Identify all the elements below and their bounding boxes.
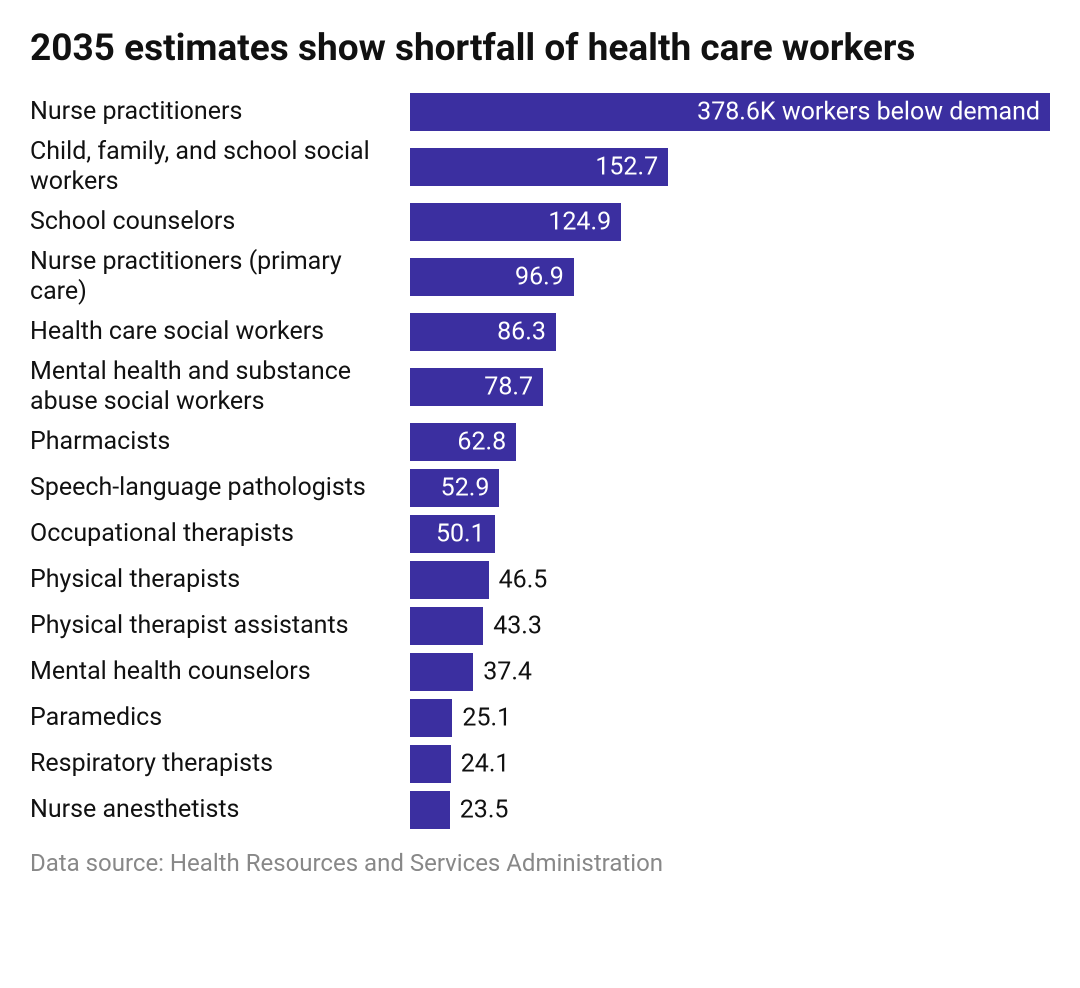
bar-area: 37.4 [410,651,1050,693]
table-row: Health care social workers 86.3 [30,311,1050,353]
bar: 86.3 [410,313,556,351]
value-label: 378.6K workers below demand [697,97,1040,126]
table-row: Nurse practitioners (primary care) 96.9 [30,247,1050,307]
chart-footer: Data source: Health Resources and Servic… [30,849,1050,877]
category-label: Physical therapists [30,565,410,595]
table-row: Respiratory therapists 24.1 [30,743,1050,785]
table-row: Mental health and substance abuse social… [30,357,1050,417]
bar: 96.9 [410,258,574,296]
bar-area: 62.8 [410,421,1050,463]
bar [410,561,489,599]
chart-title: 2035 estimates show shortfall of health … [30,28,1050,71]
category-label: Nurse practitioners (primary care) [30,247,410,307]
category-label: Child, family, and school social workers [30,137,410,197]
bar-area: 86.3 [410,311,1050,353]
bar: 124.9 [410,203,621,241]
value-label: 52.9 [441,473,490,502]
table-row: Paramedics 25.1 [30,697,1050,739]
bar-area: 124.9 [410,201,1050,243]
bar [410,745,451,783]
value-label: 78.7 [484,372,533,401]
bar-area: 43.3 [410,605,1050,647]
bar-area: 78.7 [410,366,1050,408]
category-label: Nurse anesthetists [30,795,410,825]
table-row: Pharmacists 62.8 [30,421,1050,463]
category-label: Pharmacists [30,427,410,457]
category-label: Health care social workers [30,317,410,347]
value-label: 46.5 [499,565,548,594]
category-label: Nurse practitioners [30,97,410,127]
value-label: 96.9 [515,262,564,291]
bar [410,699,452,737]
value-label: 86.3 [497,317,546,346]
table-row: Physical therapist assistants 43.3 [30,605,1050,647]
bar: 152.7 [410,148,668,186]
bar: 62.8 [410,423,516,461]
bar: 50.1 [410,515,495,553]
bar-area: 52.9 [410,467,1050,509]
category-label: Occupational therapists [30,519,410,549]
bar-area: 152.7 [410,146,1050,188]
category-label: Speech-language pathologists [30,473,410,503]
value-label: 24.1 [461,749,510,778]
bar-area: 24.1 [410,743,1050,785]
bar: 378.6K workers below demand [410,93,1050,131]
bar: 78.7 [410,368,543,406]
bar [410,653,473,691]
category-label: Physical therapist assistants [30,611,410,641]
bar [410,607,483,645]
bar-area: 96.9 [410,256,1050,298]
value-label: 43.3 [493,611,542,640]
table-row: Physical therapists 46.5 [30,559,1050,601]
bar-area: 46.5 [410,559,1050,601]
value-label: 50.1 [436,519,485,548]
value-label: 23.5 [460,795,509,824]
table-row: Speech-language pathologists 52.9 [30,467,1050,509]
bar [410,791,450,829]
value-label: 25.1 [462,703,511,732]
category-label: Mental health and substance abuse social… [30,357,410,417]
bar-area: 23.5 [410,789,1050,831]
value-label: 152.7 [595,152,658,181]
category-label: School counselors [30,207,410,237]
table-row: School counselors 124.9 [30,201,1050,243]
value-label: 37.4 [483,657,532,686]
table-row: Mental health counselors 37.4 [30,651,1050,693]
chart-container: 2035 estimates show shortfall of health … [0,0,1080,897]
bar-area: 50.1 [410,513,1050,555]
table-row: Nurse practitioners 378.6K workers below … [30,91,1050,133]
category-label: Respiratory therapists [30,749,410,779]
table-row: Occupational therapists 50.1 [30,513,1050,555]
value-label: 62.8 [457,427,506,456]
value-label: 124.9 [548,207,611,236]
category-label: Paramedics [30,703,410,733]
bar: 52.9 [410,469,499,507]
category-label: Mental health counselors [30,657,410,687]
bar-chart: Nurse practitioners 378.6K workers below … [30,91,1050,831]
bar-area: 25.1 [410,697,1050,739]
bar-area: 378.6K workers below demand [410,91,1050,133]
table-row: Nurse anesthetists 23.5 [30,789,1050,831]
table-row: Child, family, and school social workers… [30,137,1050,197]
